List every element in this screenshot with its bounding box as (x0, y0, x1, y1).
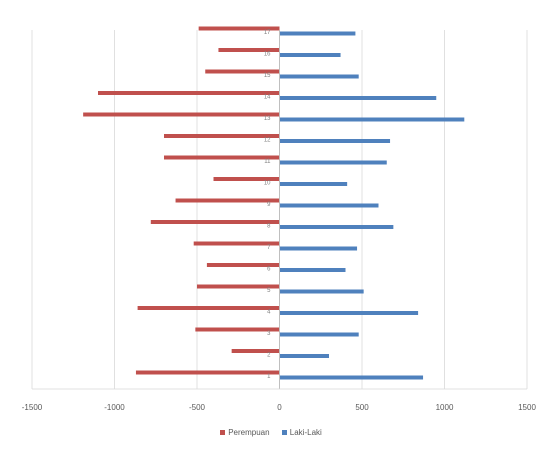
bar-laki-laki-2 (279, 332, 359, 337)
bar-perempuan-2 (195, 327, 280, 332)
bar-perempuan-16 (198, 26, 280, 31)
x-tick-label-4: 500 (355, 403, 369, 412)
legend-item-laki-laki: Laki-Laki (281, 428, 322, 437)
x-tick-label-0: -1500 (22, 403, 43, 412)
bar-perempuan-9 (213, 177, 280, 181)
legend: Perempuan Laki-Laki (0, 428, 542, 437)
x-tick-label-3: 0 (277, 403, 282, 412)
category-label-8: 9 (267, 202, 271, 208)
bar-perempuan-13 (98, 91, 280, 95)
category-label-5: 6 (267, 267, 271, 273)
category-label-13: 14 (264, 95, 271, 101)
category-label-9: 10 (264, 181, 271, 187)
bar-laki-laki-5 (279, 268, 346, 272)
bar-perempuan-0 (135, 370, 280, 375)
bar-perempuan-4 (197, 284, 280, 289)
x-tick-label-5: 1000 (436, 403, 454, 412)
legend-label-perempuan: Perempuan (228, 428, 270, 437)
legend-swatch-laki-laki (281, 430, 287, 435)
bar-perempuan-8 (175, 198, 280, 203)
bar-perempuan-12 (83, 112, 280, 117)
bar-laki-laki-11 (279, 139, 391, 143)
x-tick-label-6: 1500 (518, 403, 536, 412)
bar-laki-laki-9 (279, 182, 348, 186)
bar-perempuan-1 (231, 349, 280, 353)
bar-perempuan-10 (164, 155, 280, 160)
bar-perempuan-7 (150, 220, 280, 224)
category-label-3: 4 (267, 310, 271, 316)
bar-perempuan-11 (164, 134, 280, 138)
category-label-4: 5 (267, 288, 271, 294)
category-label-16: 17 (264, 30, 271, 36)
legend-item-perempuan: Perempuan (220, 428, 270, 437)
category-label-15: 16 (264, 52, 271, 58)
bar-laki-laki-6 (279, 246, 358, 251)
bar-laki-laki-14 (279, 74, 359, 79)
bar-laki-laki-15 (279, 53, 341, 57)
category-label-10: 11 (264, 159, 271, 165)
category-label-12: 13 (264, 116, 271, 122)
bar-perempuan-5 (206, 263, 280, 267)
bar-laki-laki-8 (279, 203, 379, 208)
category-label-7: 8 (267, 224, 271, 230)
category-label-6: 7 (267, 245, 271, 251)
x-tick-label-1: -1000 (104, 403, 125, 412)
bar-laki-laki-16 (279, 31, 356, 36)
bar-laki-laki-12 (279, 117, 465, 122)
category-label-11: 12 (264, 138, 271, 144)
bar-laki-laki-3 (279, 311, 419, 315)
bar-laki-laki-7 (279, 225, 394, 229)
x-tick-label-2: -500 (189, 403, 206, 412)
category-label-2: 3 (267, 331, 271, 337)
category-label-1: 2 (267, 353, 271, 359)
bar-perempuan-3 (137, 306, 280, 310)
bar-laki-laki-1 (279, 354, 329, 358)
legend-swatch-perempuan (220, 430, 226, 435)
legend-label-laki-laki: Laki-Laki (289, 428, 322, 437)
bar-laki-laki-0 (279, 375, 424, 380)
bar-perempuan-14 (205, 69, 280, 74)
bar-laki-laki-4 (279, 289, 364, 294)
bar-perempuan-15 (218, 48, 280, 52)
category-label-0: 1 (267, 374, 271, 380)
bar-perempuan-6 (193, 241, 280, 246)
category-label-14: 15 (264, 73, 271, 79)
bar-laki-laki-10 (279, 160, 387, 165)
bar-laki-laki-13 (279, 96, 437, 100)
